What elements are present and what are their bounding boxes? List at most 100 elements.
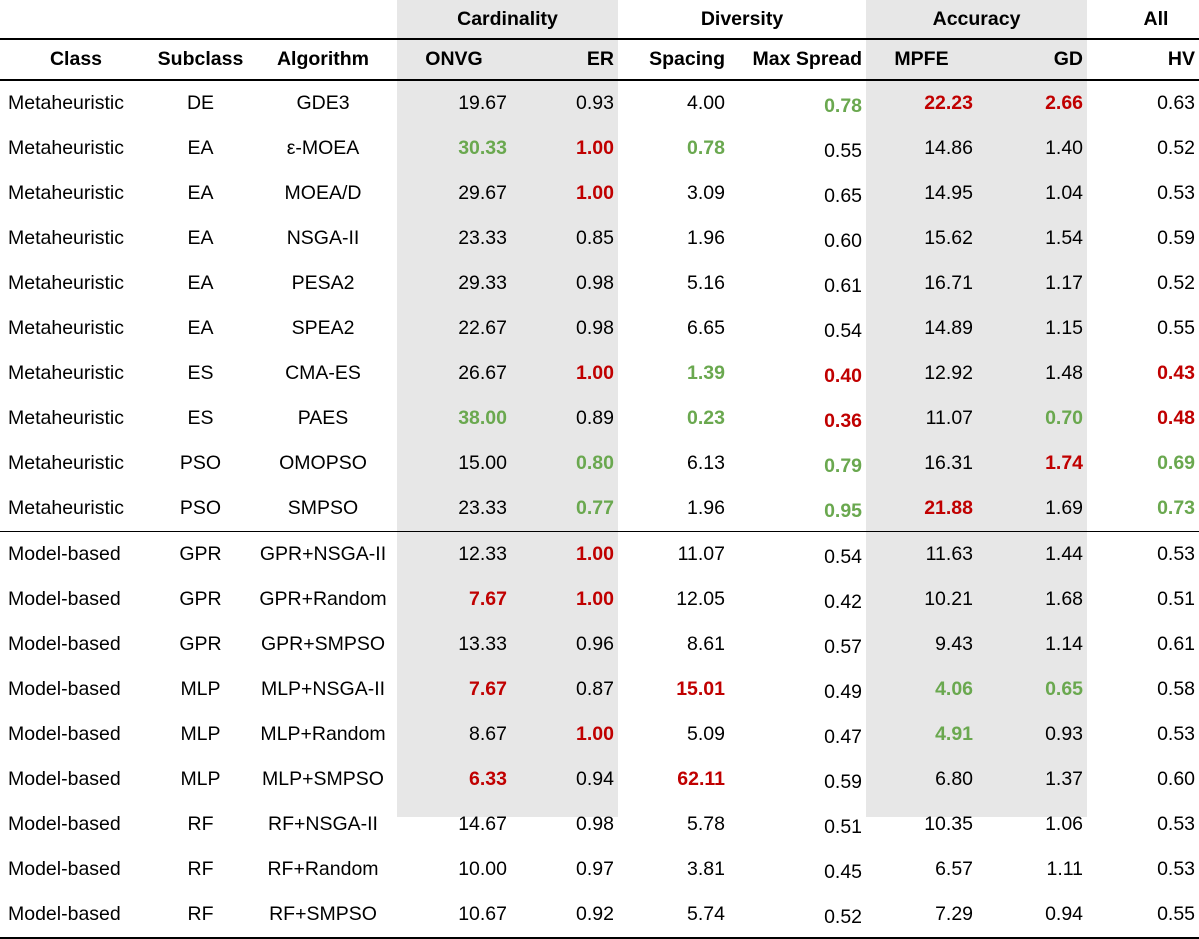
cell-spacing: 0.78 [687,137,725,159]
cell-class: Metaheuristic [8,182,124,204]
accuracy-shading [866,0,1087,817]
cell-algorithm: MLP+Random [260,723,386,745]
cell-subclass: MLP [180,768,221,790]
cell-spacing: 62.11 [677,768,725,790]
cell-mpfe: 6.57 [935,858,974,880]
cell-gd: 0.93 [1045,723,1084,745]
cell-max-spread: 0.79 [824,455,863,477]
cell-er: 0.96 [576,633,614,655]
cell-spacing: 3.09 [687,182,725,204]
cell-spacing: 6.13 [687,452,725,474]
cell-hv: 0.60 [1157,768,1196,790]
table-row: Metaheuristic EA PESA2 29.33 0.98 5.16 0.61 16.… [0,261,1199,306]
table-row: Model-based GPR GPR+NSGA-II 12.33 1.00 11.07 0… [0,531,1199,577]
cell-subclass: MLP [180,723,221,745]
cell-hv: 0.69 [1157,452,1196,474]
cell-gd: 1.68 [1045,588,1084,610]
cell-subclass: MLP [180,678,221,700]
cell-algorithm: MLP+NSGA-II [260,678,386,700]
cell-spacing: 4.00 [687,92,725,114]
cell-gd: 0.70 [1045,407,1084,429]
cell-gd: 1.11 [1046,858,1084,880]
cell-algorithm: SPEA2 [291,317,355,339]
cell-er: 0.94 [576,768,614,790]
cell-class: Model-based [8,723,121,745]
cell-subclass: GPR [179,633,222,655]
cell-max-spread: 0.55 [824,140,863,162]
table-row: Model-based GPR GPR+Random 7.67 1.00 12.05 0.4… [0,577,1199,622]
cell-hv: 0.53 [1157,858,1196,880]
table-body: Metaheuristic DE GDE3 19.67 0.93 4.00 0.78 22.2… [0,80,1199,939]
cell-er: 0.92 [511,892,618,939]
cell-hv: 0.53 [1087,531,1199,577]
cell-class: Metaheuristic [8,452,124,474]
cell-onvg: 23.33 [458,497,507,519]
cell-gd: 1.54 [1045,227,1084,249]
cell-class: Model-based [8,678,121,700]
table-row: Model-based MLP MLP+SMPSO 6.33 0.94 62.11 0.59… [0,757,1199,802]
cell-spacing: 1.96 [687,227,725,249]
cell-hv: 0.48 [1157,407,1196,429]
cell-spacing: 12.05 [676,588,725,610]
col-class: Class [0,38,152,81]
cell-max-spread: 0.47 [824,726,863,748]
group-accuracy: Accuracy [932,7,1021,30]
cell-algorithm: CMA-ES [285,362,361,384]
cell-class: Metaheuristic [8,92,124,114]
cell-onvg: 29.67 [458,182,507,204]
cell-subclass: PSO [179,452,222,474]
cell-onvg: 19.67 [458,92,507,114]
cell-hv: 0.53 [1157,182,1196,204]
cell-gd: 1.40 [1045,137,1084,159]
cell-hv: 0.73 [1157,497,1196,519]
cell-hv: 0.53 [1157,723,1196,745]
cell-mpfe: 14.95 [924,182,974,204]
cell-subclass: EA [187,272,214,294]
cell-gd: 1.06 [1045,813,1084,835]
cell-class: Metaheuristic [8,317,124,339]
cell-mpfe: 14.89 [924,317,974,339]
cell-er: 0.98 [576,317,614,339]
cell-subclass: RF [187,813,214,835]
cell-onvg: 6.33 [469,768,507,790]
cell-mpfe: 14.86 [924,137,974,159]
cell-spacing: 1.39 [687,362,725,384]
cell-class: Metaheuristic [8,497,124,519]
cell-subclass: RF [187,858,214,880]
cell-class: Model-based [0,892,152,939]
col-subclass: Subclass [152,38,249,81]
col-mpfe: MPFE [866,38,978,81]
col-spacing: Spacing [618,38,729,81]
cell-onvg: 38.00 [458,407,507,429]
cell-er: 0.77 [576,497,614,519]
group-all: All [1143,7,1169,30]
cell-algorithm: RF+SMPSO [249,892,397,939]
cell-class: Model-based [8,813,121,835]
table-row: Metaheuristic EA MOEA/D 29.67 1.00 3.09 0.65 14… [0,171,1199,216]
cell-max-spread: 0.54 [824,320,863,342]
table-row: Model-based MLP MLP+Random 8.67 1.00 5.09 0.47… [0,712,1199,757]
cell-max-spread: 0.54 [729,531,867,577]
cell-er: 0.98 [576,813,614,835]
cell-mpfe: 4.06 [935,678,974,700]
cell-er: 1.00 [576,137,614,159]
cell-algorithm: RF+NSGA-II [268,813,378,835]
cell-subclass: EA [187,317,214,339]
cell-spacing: 3.81 [687,858,725,880]
col-er: ER [511,38,618,81]
cell-gd: 1.15 [1045,317,1084,339]
cell-hv: 0.52 [1157,137,1196,159]
cell-mpfe: 6.80 [935,768,974,790]
table-row: Metaheuristic PSO SMPSO 23.33 0.77 1.96 0.95 21… [0,486,1199,532]
table-row: Metaheuristic DE GDE3 19.67 0.93 4.00 0.78 22.2… [0,80,1199,126]
col-algorithm: Algorithm [249,38,397,81]
cell-class: Model-based [8,858,121,880]
cell-hv: 0.61 [1157,633,1196,655]
cell-max-spread: 0.49 [824,681,863,703]
cell-spacing: 5.78 [687,813,725,835]
cell-onvg: 30.33 [458,137,507,159]
cell-class: Metaheuristic [8,137,124,159]
cell-algorithm: SMPSO [287,497,359,519]
table-row: Model-based RF RF+Random 10.00 0.97 3.81 0.45 6… [0,847,1199,892]
col-gd: GD [977,38,1088,81]
